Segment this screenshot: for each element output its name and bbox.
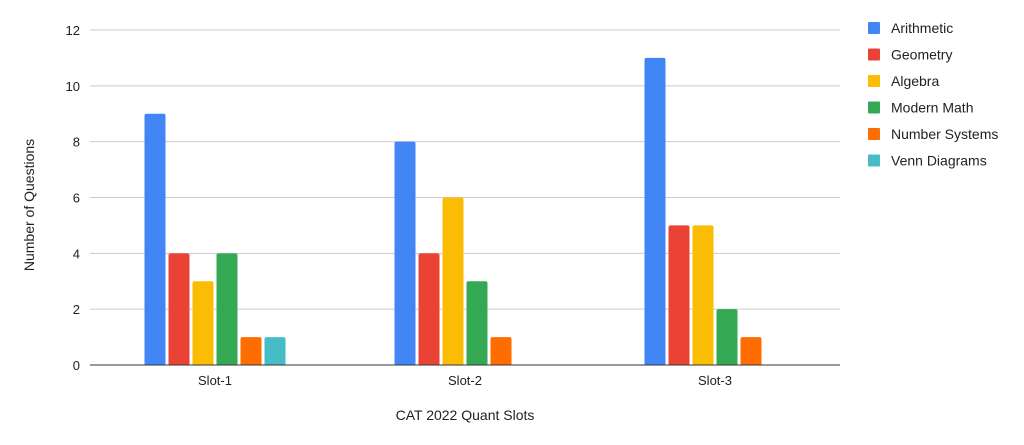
legend-swatch [868, 22, 880, 34]
x-axis-title: CAT 2022 Quant Slots [396, 407, 535, 423]
bar-arithmetic-slot-3 [644, 57, 666, 366]
legend: Arithmetic Geometry Algebra Modern Math Numb… [868, 20, 998, 169]
bar-venn-diagrams-slot-1 [264, 337, 286, 365]
legend-item: Algebra [868, 73, 939, 89]
bar-geometry-slot-1 [168, 253, 190, 365]
gridlines [90, 29, 840, 310]
legend-swatch [868, 101, 880, 114]
legend-item: Geometry [868, 47, 952, 63]
y-axis-title: Number of Questions [21, 139, 37, 271]
legend-swatch [868, 48, 880, 61]
bar-geometry-slot-3 [668, 225, 690, 365]
y-axis-ticks: 0 2 4 6 8 10 12 [66, 23, 80, 373]
legend-swatch [868, 154, 880, 167]
legend-swatch [868, 128, 880, 140]
legend-item: Venn Diagrams [868, 153, 987, 169]
bar-modern-math-slot-3 [716, 309, 738, 365]
y-tick-label: 6 [73, 191, 80, 206]
legend-item: Modern Math [868, 100, 973, 116]
legend-label: Number Systems [891, 126, 998, 142]
bar-algebra-slot-3 [692, 225, 714, 365]
y-tick-label: 0 [73, 358, 80, 373]
legend-label: Arithmetic [891, 20, 953, 36]
x-tick-label: Slot-1 [198, 373, 232, 388]
bar-number-systems-slot-2 [490, 337, 512, 365]
y-tick-label: 10 [66, 79, 80, 94]
y-tick-label: 4 [73, 246, 80, 261]
y-tick-label: 2 [73, 302, 80, 317]
y-tick-label: 12 [66, 23, 80, 38]
bar-algebra-slot-2 [442, 197, 464, 365]
bar-arithmetic-slot-1 [144, 113, 166, 365]
y-tick-label: 8 [73, 135, 80, 150]
legend-label: Algebra [891, 73, 939, 89]
legend-item: Arithmetic [868, 20, 953, 36]
legend-label: Venn Diagrams [891, 153, 987, 169]
x-axis-ticks: Slot-1 Slot-2 Slot-3 [198, 373, 732, 388]
bar-number-systems-slot-3 [740, 337, 762, 365]
legend-item: Number Systems [868, 126, 998, 142]
legend-label: Geometry [891, 47, 952, 63]
bar-geometry-slot-2 [418, 253, 440, 365]
bars [144, 57, 762, 366]
x-tick-label: Slot-3 [698, 373, 732, 388]
bar-algebra-slot-1 [192, 281, 214, 365]
legend-swatch [868, 75, 880, 87]
x-tick-label: Slot-2 [448, 373, 482, 388]
bar-number-systems-slot-1 [240, 337, 262, 365]
bar-modern-math-slot-2 [466, 281, 488, 365]
legend-label: Modern Math [891, 100, 973, 116]
bar-arithmetic-slot-2 [394, 141, 416, 365]
bar-modern-math-slot-1 [216, 253, 238, 365]
